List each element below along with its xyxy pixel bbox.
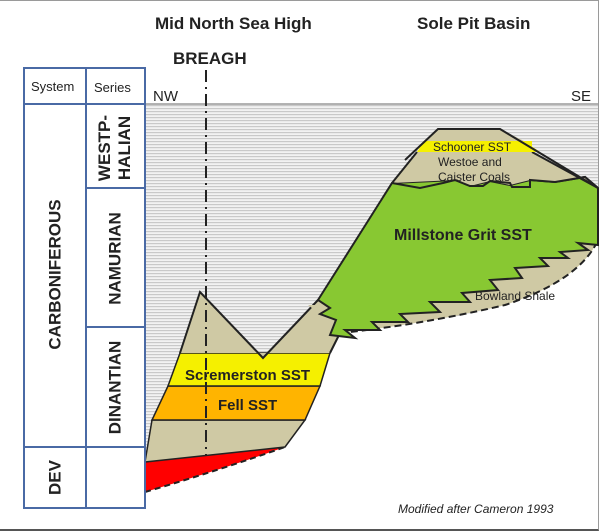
- label-millstone-grit-sst: Millstone Grit SST: [394, 227, 532, 244]
- below-section-blank: [145, 240, 598, 528]
- region-title-mid-north-sea-high: Mid North Sea High: [155, 14, 312, 33]
- region-title-sole-pit-basin: Sole Pit Basin: [417, 14, 531, 33]
- system-carboniferous: CARBONIFEROUS: [23, 103, 87, 448]
- table-header-system: System: [23, 67, 87, 105]
- series-westphalian: WESTP- HALIAN: [85, 103, 146, 189]
- system-devonian: DEV: [23, 446, 87, 509]
- label-schooner-sst: Schooner SST: [433, 140, 512, 154]
- table-header-series: Series: [85, 67, 146, 105]
- series-dinantian: DINANTIAN: [85, 326, 146, 448]
- label-caister-coals: Caister Coals: [438, 170, 510, 184]
- series-devonian-blank: [85, 446, 146, 509]
- unit-upper-cap: [424, 129, 524, 141]
- series-namurian: NAMURIAN: [85, 187, 146, 328]
- unit-dinantian-shale: [180, 292, 345, 358]
- label-scremerston-sst: Scremerston SST: [185, 367, 310, 384]
- credit-note: Modified after Cameron 1993: [398, 502, 554, 516]
- well-label-breagh: BREAGH: [173, 49, 247, 68]
- direction-nw: NW: [153, 88, 178, 105]
- label-fell-sst: Fell SST: [218, 397, 277, 414]
- direction-se: SE: [571, 88, 592, 105]
- label-bowland-shale: Bowland Shale: [475, 289, 555, 303]
- label-westoe: Westoe and: [438, 155, 502, 169]
